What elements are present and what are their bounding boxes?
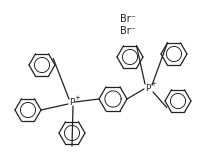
Text: P: P	[145, 84, 150, 93]
Text: P: P	[69, 98, 74, 107]
Text: +: +	[74, 95, 80, 101]
Text: Br⁻: Br⁻	[119, 14, 135, 24]
Text: Br⁻: Br⁻	[119, 26, 135, 36]
Text: +: +	[149, 81, 155, 87]
